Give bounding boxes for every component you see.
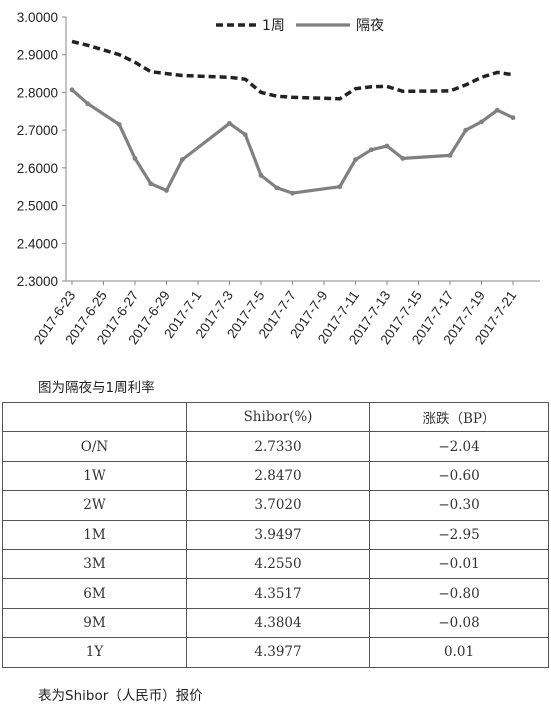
table-row: 1W 2.8470 −0.60 — [3, 461, 549, 490]
change-cell: −0.30 — [370, 491, 549, 520]
data-point — [85, 101, 90, 106]
table-row: 2W 3.7020 −0.30 — [3, 491, 549, 520]
header-change: 涨跌（BP） — [370, 403, 549, 432]
data-point — [448, 153, 453, 158]
data-point — [164, 188, 169, 193]
chart-caption: 图为隔夜与1周利率 — [38, 376, 155, 396]
term-cell: 1W — [3, 461, 187, 490]
term-cell: 1M — [3, 520, 187, 549]
series-line-1 — [72, 90, 513, 193]
table-caption: 表为Shibor（人民币）报价 — [38, 684, 203, 704]
data-point — [463, 128, 468, 133]
y-tick-label: 2.9000 — [17, 48, 58, 63]
term-cell: 2W — [3, 491, 187, 520]
data-point — [148, 181, 153, 186]
y-tick-label: 2.5000 — [17, 199, 58, 214]
data-point — [479, 119, 484, 124]
rate-cell: 4.3977 — [187, 638, 370, 667]
table-row: 6M 4.3517 −0.80 — [3, 579, 549, 608]
data-point — [495, 108, 500, 113]
table-header-row: Shibor(%) 涨跌（BP） — [3, 403, 549, 432]
rate-cell: 2.7330 — [187, 432, 370, 461]
data-point — [337, 184, 342, 189]
table-row: O/N 2.7330 −2.04 — [3, 432, 549, 461]
y-tick-label: 3.0000 — [17, 10, 58, 25]
data-point — [385, 144, 390, 149]
header-shibor: Shibor(%) — [187, 403, 370, 432]
rate-line-chart: 3.0000 2.9000 2.8000 2.7000 2.6000 2.5000 2.40… — [0, 0, 551, 372]
term-cell: 9M — [3, 608, 187, 637]
change-cell: −2.95 — [370, 520, 549, 549]
term-cell: O/N — [3, 432, 187, 461]
data-point — [243, 132, 248, 137]
data-point — [180, 157, 185, 162]
table-row: 9M 4.3804 −0.08 — [3, 608, 549, 637]
data-point — [70, 87, 75, 92]
data-point — [511, 115, 516, 120]
term-cell: 1Y — [3, 638, 187, 667]
y-tick-label: 2.3000 — [17, 274, 58, 289]
table-row: 1M 3.9497 −2.95 — [3, 520, 549, 549]
y-tick-label: 2.7000 — [17, 123, 58, 138]
data-point — [290, 191, 295, 196]
term-cell: 6M — [3, 579, 187, 608]
change-cell: −0.60 — [370, 461, 549, 490]
rate-cell: 4.3804 — [187, 608, 370, 637]
rate-cell: 2.8470 — [187, 461, 370, 490]
data-point — [227, 121, 232, 126]
change-cell: −0.08 — [370, 608, 549, 637]
y-tick-label: 2.4000 — [17, 236, 58, 251]
change-cell: 0.01 — [370, 638, 549, 667]
rate-cell: 4.3517 — [187, 579, 370, 608]
data-point — [259, 173, 264, 178]
shibor-table: Shibor(%) 涨跌（BP） O/N 2.7330 −2.04 1W 2.8… — [2, 402, 549, 668]
data-point — [274, 185, 279, 190]
change-cell: −2.04 — [370, 432, 549, 461]
term-cell: 3M — [3, 549, 187, 578]
legend-label-1w: 1周 — [262, 18, 285, 34]
table-row: 3M 4.2550 −0.01 — [3, 549, 549, 578]
y-tick-label: 2.6000 — [17, 161, 58, 176]
data-point — [353, 157, 358, 162]
series-line-0 — [72, 42, 513, 99]
rate-cell: 4.2550 — [187, 549, 370, 578]
table-row: 1Y 4.3977 0.01 — [3, 638, 549, 667]
change-cell: −0.80 — [370, 579, 549, 608]
data-point — [133, 156, 138, 161]
header-term — [3, 403, 187, 432]
data-point — [369, 147, 374, 152]
data-point — [117, 122, 122, 127]
rate-cell: 3.7020 — [187, 491, 370, 520]
change-cell: −0.01 — [370, 549, 549, 578]
legend-label-overnight: 隔夜 — [356, 18, 384, 34]
data-point — [400, 156, 405, 161]
rate-cell: 3.9497 — [187, 520, 370, 549]
y-tick-label: 2.8000 — [17, 85, 58, 100]
